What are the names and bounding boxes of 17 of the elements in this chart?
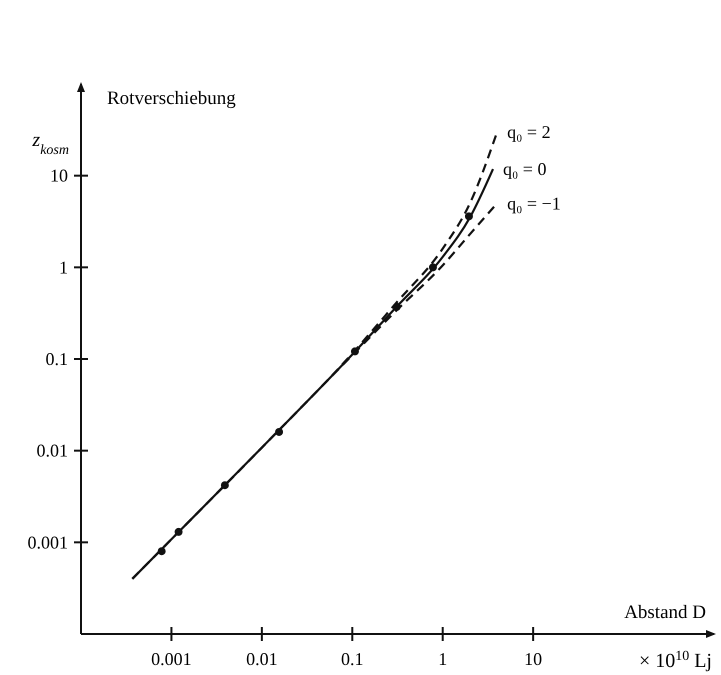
x-tick-label: 0.1 xyxy=(341,649,364,669)
series-label: q₀ = 0 xyxy=(503,159,546,180)
y-tick-label: 10 xyxy=(50,166,68,186)
series-label: q₀ = 2 xyxy=(507,122,551,142)
series-label: q₀ = −1 xyxy=(507,193,561,214)
y-tick-label: 0.01 xyxy=(36,440,68,461)
annotation: Rotverschiebung xyxy=(107,88,236,109)
x-tick-label: 1 xyxy=(438,649,448,669)
y-tick-label: 0.1 xyxy=(46,349,68,369)
x-tick-label: 0.001 xyxy=(151,649,192,669)
x-axis-title: Abstand D xyxy=(624,602,706,623)
y-tick-label: 0.001 xyxy=(28,532,68,552)
y-axis-title: z$_{kosm}$ xyxy=(31,129,69,158)
x-tick-label: 10 xyxy=(524,649,542,669)
x-tick-label: 0.01 xyxy=(246,649,278,669)
y-tick-label: 1 xyxy=(59,257,68,278)
text: × 10$^{10}$ Lj xyxy=(638,648,712,672)
